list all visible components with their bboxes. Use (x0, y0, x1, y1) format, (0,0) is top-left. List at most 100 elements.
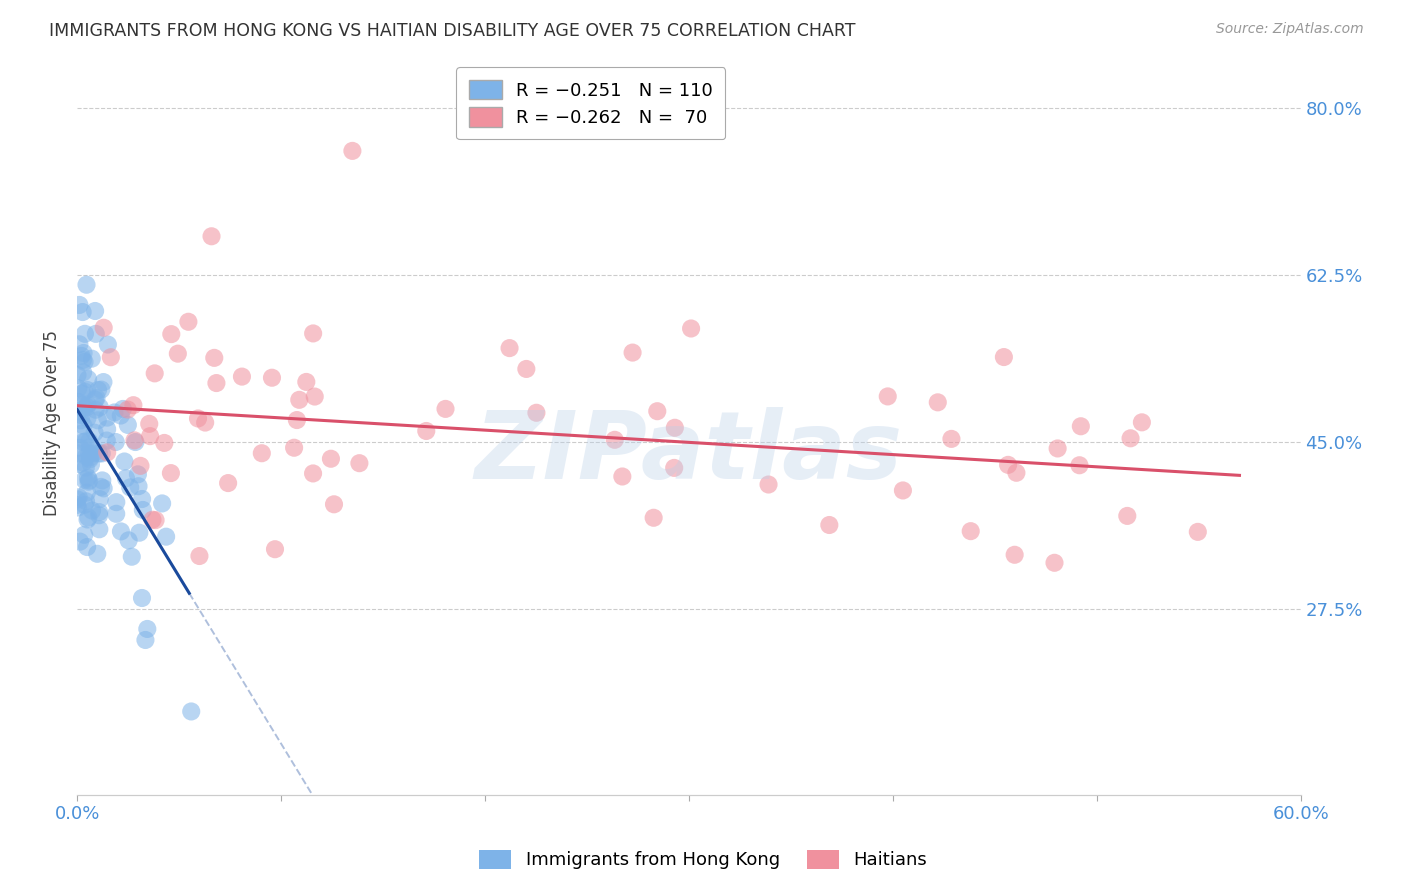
Point (136, 622, 159, 636)
Point (621, 345, 644, 359)
Legend: Immigrants from Hong Kong, Haitians: Immigrants from Hong Kong, Haitians (470, 840, 936, 879)
Point (89, 522, 111, 536)
Point (77, 434, 100, 449)
Point (72, 346, 94, 360)
Point (72, 456, 94, 470)
Point (295, 375, 318, 389)
Point (612, 469, 634, 483)
Point (302, 467, 325, 481)
Point (139, 429, 162, 443)
Point (77, 446, 100, 460)
Point (70, 408, 93, 422)
Point (105, 495, 128, 509)
Point (111, 401, 134, 416)
Point (187, 411, 209, 425)
Point (67, 381, 90, 395)
Point (643, 510, 665, 524)
Point (941, 432, 963, 446)
Point (283, 441, 305, 455)
Point (603, 433, 626, 447)
Point (304, 390, 326, 404)
Point (72, 305, 94, 319)
Point (342, 144, 364, 158)
Point (96, 445, 118, 459)
Point (127, 467, 149, 482)
Point (66, 498, 89, 512)
Point (96, 410, 118, 425)
Point (200, 229, 222, 244)
Point (285, 413, 308, 427)
Point (76, 400, 98, 414)
Point (89, 401, 111, 415)
Point (86, 547, 108, 561)
Point (79, 440, 101, 454)
Point (76, 512, 98, 526)
Point (143, 367, 166, 381)
Point (758, 477, 780, 491)
Point (664, 461, 686, 475)
Point (131, 591, 153, 605)
Point (128, 479, 150, 493)
Point (264, 542, 287, 557)
Point (876, 389, 898, 403)
Point (122, 398, 145, 412)
Point (250, 446, 273, 460)
Point (84, 304, 107, 318)
Point (67, 446, 90, 460)
Point (993, 350, 1015, 364)
Point (70, 386, 93, 401)
Point (205, 376, 228, 390)
Point (129, 458, 152, 473)
Point (319, 451, 342, 466)
Point (1070, 419, 1092, 434)
Point (72, 352, 94, 367)
Point (1005, 466, 1028, 480)
Point (87, 446, 110, 460)
Point (76, 540, 98, 554)
Point (188, 549, 211, 563)
Point (76, 411, 98, 425)
Point (104, 435, 127, 450)
Point (166, 346, 188, 360)
Point (231, 369, 253, 384)
Point (180, 705, 202, 719)
Point (73, 498, 96, 512)
Point (84, 326, 107, 341)
Legend: R = −0.251   N = 110, R = −0.262   N =  70: R = −0.251 N = 110, R = −0.262 N = 70 (457, 67, 725, 139)
Point (76, 383, 98, 397)
Point (67, 337, 90, 351)
Point (134, 632, 156, 647)
Point (121, 549, 143, 564)
Point (260, 370, 283, 384)
Point (77, 471, 100, 485)
Point (515, 362, 537, 376)
Point (76, 485, 98, 500)
Point (93, 481, 115, 495)
Point (79, 452, 101, 467)
Point (77, 372, 100, 386)
Point (72, 365, 94, 379)
Point (73, 355, 96, 369)
Point (72, 398, 94, 412)
Point (93, 320, 115, 334)
Point (90, 383, 112, 397)
Point (90, 446, 112, 460)
Point (153, 436, 176, 450)
Point (1069, 458, 1091, 473)
Point (664, 421, 686, 435)
Point (131, 491, 153, 506)
Point (1119, 431, 1142, 445)
Point (75, 450, 97, 464)
Point (681, 321, 703, 335)
Point (434, 401, 457, 416)
Point (124, 434, 146, 448)
Point (194, 416, 217, 430)
Point (1004, 548, 1026, 562)
Point (72, 418, 94, 433)
Point (1116, 508, 1139, 523)
Point (160, 327, 183, 342)
Point (117, 533, 139, 548)
Point (76, 277, 98, 292)
Point (150, 496, 173, 510)
Point (145, 513, 167, 527)
